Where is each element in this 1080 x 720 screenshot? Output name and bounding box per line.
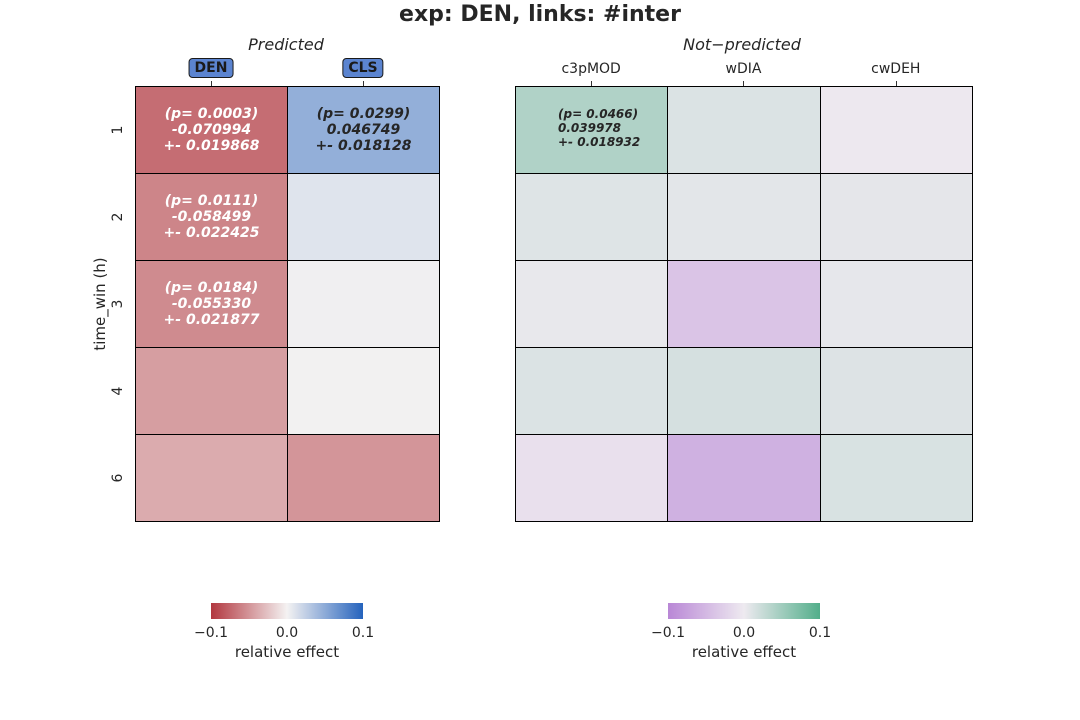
heatmap-cell [516, 435, 669, 522]
heatmap-cell [820, 348, 973, 435]
cell-annotation: +- 0.019868 [163, 138, 260, 155]
heatmap-cell [668, 348, 821, 435]
cell-annotation: (p= 0.0003) [164, 105, 259, 122]
heatmap-cell [668, 87, 821, 174]
heatmap-not-predicted: (p= 0.0466) 0.039978 +- 0.018932 [515, 86, 973, 522]
row-label: 3 [110, 299, 126, 308]
colorbar-not-predicted-tick-min: −0.1 [651, 625, 685, 641]
heatmap-cell: (p= 0.0003) -0.070994 +- 0.019868 [136, 87, 288, 174]
heatmap-cell [136, 435, 288, 522]
heatmap-predicted: (p= 0.0003) -0.070994 +- 0.019868 (p= 0.029… [135, 86, 440, 522]
heatmap-cell [288, 261, 440, 348]
heatmap-cell [820, 87, 973, 174]
cell-annotation: (p= 0.0466) [558, 107, 639, 121]
cell-annotation: +- 0.018932 [558, 134, 641, 149]
heatmap-cell [820, 435, 973, 522]
heatmap-cell [288, 174, 440, 261]
cell-annotation: (p= 0.0299) [316, 105, 411, 122]
column-tick [363, 81, 364, 86]
cell-annotation: -0.055330 [171, 295, 252, 312]
colorbar-predicted-tick-min: −0.1 [194, 625, 228, 641]
cell-annotation: 0.046749 [326, 121, 401, 138]
cell-annotation: +- 0.022425 [163, 225, 260, 242]
heatmap-cell: (p= 0.0184) -0.055330 +- 0.021877 [136, 261, 288, 348]
heatmap-cell [136, 348, 288, 435]
cell-annotation: +- 0.018128 [315, 138, 412, 155]
panel-title-not-predicted: Not−predicted [683, 35, 801, 54]
cell-annotation: -0.058499 [171, 208, 252, 225]
heatmap-cell [288, 435, 440, 522]
heatmap-cell: (p= 0.0299) 0.046749 +- 0.018128 [288, 87, 440, 174]
column-label: CLS [342, 58, 384, 78]
colorbar-not-predicted [668, 603, 820, 619]
heatmap-cell [516, 261, 669, 348]
heatmap-cell [516, 348, 669, 435]
heatmap-cell [668, 174, 821, 261]
column-label: DEN [188, 58, 234, 78]
colorbar-not-predicted-tick-mid: 0.0 [732, 625, 756, 641]
column-tick [591, 81, 593, 86]
row-label: 2 [110, 212, 126, 221]
column-tick [211, 81, 212, 86]
heatmap-cell: (p= 0.0111) -0.058499 +- 0.022425 [136, 174, 288, 261]
figure-title: exp: DEN, links: #inter [399, 2, 681, 27]
cell-annotation: (p= 0.0111) [164, 192, 259, 209]
colorbar-predicted-tick-mid: 0.0 [275, 625, 299, 641]
cell-annotation: +- 0.021877 [163, 312, 260, 329]
row-label: 4 [110, 386, 126, 395]
row-label: 6 [110, 473, 126, 482]
column-label: wDIA [725, 61, 762, 77]
heatmap-cell [820, 261, 973, 348]
heatmap-cell [668, 435, 821, 522]
heatmap-cell [288, 348, 440, 435]
y-axis-label: time_win (h) [91, 257, 109, 351]
colorbar-not-predicted-label: relative effect [691, 643, 797, 661]
column-label: cwDEH [871, 61, 921, 77]
heatmap-cell [820, 174, 973, 261]
cell-annotation: -0.070994 [171, 121, 252, 138]
column-tick [895, 81, 897, 86]
colorbar-not-predicted-tick-max: 0.1 [808, 625, 832, 641]
column-label: c3pMOD [561, 61, 621, 77]
panel-title-predicted: Predicted [248, 35, 324, 54]
heatmap-cell: (p= 0.0466) 0.039978 +- 0.018932 [516, 87, 669, 174]
colorbar-predicted [211, 603, 363, 619]
heatmap-cell [668, 261, 821, 348]
cell-annotation: (p= 0.0184) [164, 279, 259, 296]
colorbar-predicted-tick-max: 0.1 [351, 625, 375, 641]
row-label: 1 [110, 125, 126, 134]
colorbar-predicted-label: relative effect [234, 643, 340, 661]
column-tick [743, 81, 745, 86]
heatmap-cell [516, 174, 669, 261]
cell-annotation: 0.039978 [558, 120, 622, 135]
